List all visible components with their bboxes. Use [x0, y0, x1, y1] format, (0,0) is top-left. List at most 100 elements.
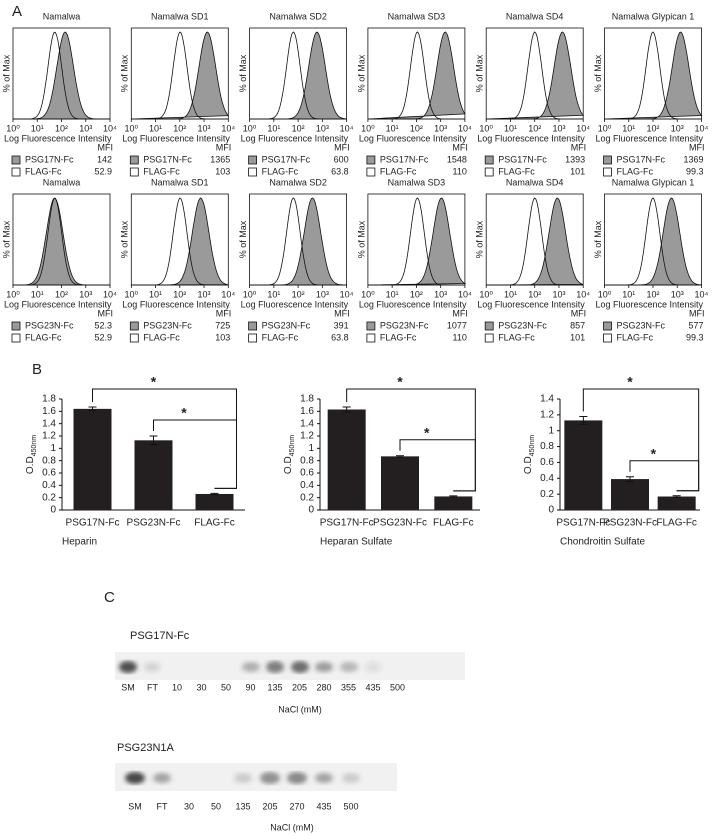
lane-label: 30 [196, 682, 206, 692]
lane-label: 500 [343, 801, 358, 811]
y-tick-label: 0.8 [42, 455, 56, 466]
y-tick-label: 0.2 [300, 492, 314, 503]
legend-swatch [11, 155, 21, 165]
legend-swatch [129, 321, 139, 331]
x-tick-label: 10³ [316, 123, 329, 133]
x-tick-label: 10⁴ [103, 123, 117, 133]
x-tick-label: 10¹ [386, 289, 399, 299]
x-tick-label: 10³ [198, 289, 211, 299]
band [266, 661, 284, 673]
legend-value: 1393 [565, 154, 585, 164]
legend-label: FLAG-Fc [617, 332, 654, 342]
legend-label: PSG17N-Fc [380, 154, 429, 164]
plot-title: Namalwa SD2 [269, 177, 327, 187]
mfi-header: MFI [98, 142, 114, 152]
legend-value: 52.9 [94, 166, 112, 176]
legend-value: 1548 [447, 154, 467, 164]
y-tick-label: 0 [308, 505, 314, 516]
significance-star: * [151, 374, 157, 390]
error-bar [396, 455, 404, 458]
x-axis-label: Heparin [62, 537, 97, 548]
x-tick-label: 10⁰ [243, 123, 257, 133]
legend-value: 63.8 [331, 332, 349, 342]
y-axis-label: % of Max [238, 54, 248, 92]
band [153, 773, 171, 783]
x-tick-label: 10¹ [31, 123, 44, 133]
mfi-header: MFI [334, 308, 350, 318]
legend-value: 103 [215, 166, 230, 176]
x-tick-label: 10² [528, 289, 541, 299]
plot-title: Namalwa Glypican 1 [612, 11, 695, 21]
panel-label: A [12, 3, 22, 20]
x-tick-label: 10⁴ [221, 123, 235, 133]
band [119, 661, 137, 673]
x-axis-label: Log Fluorescence Intensity [477, 299, 585, 309]
bar [134, 440, 173, 510]
lane-label: 435 [365, 682, 380, 692]
bar [73, 408, 112, 510]
x-tick-label: 10⁰ [361, 289, 375, 299]
x-axis-label: Log Fluorescence Intensity [241, 133, 349, 143]
panel-b: 00.20.40.60.811.21.41.61.8O.D450nmPSG17N… [25, 374, 700, 548]
y-tick-label: 1 [308, 443, 314, 454]
y-tick-label: 1 [548, 425, 554, 436]
y-axis-label: % of Max [356, 220, 366, 258]
legend-label: FLAG-Fc [262, 332, 299, 342]
band [260, 772, 280, 784]
legend-swatch [484, 333, 494, 343]
legend-swatch [11, 321, 21, 331]
sample-curve [13, 31, 110, 120]
sample-curve [367, 197, 467, 286]
legend-swatch [248, 321, 258, 331]
plot-title: Namalwa SD2 [269, 11, 327, 21]
x-axis-label: NaCl (mM) [278, 704, 322, 714]
mfi-header: MFI [216, 142, 232, 152]
bar [327, 409, 366, 510]
lane-label: 435 [316, 801, 331, 811]
y-tick-label: 0.8 [540, 441, 554, 452]
legend-value: 142 [97, 154, 112, 164]
significance-bracket [399, 439, 476, 492]
x-axis-label: Heparan Sulfate [320, 537, 393, 548]
legend-label: FLAG-Fc [143, 166, 180, 176]
lane-label: 280 [316, 682, 331, 692]
plot-title: Namalwa [43, 11, 81, 21]
band [144, 662, 160, 672]
x-tick-label: 10² [173, 123, 186, 133]
blot-name: PSG17N-Fc [130, 630, 190, 642]
sample-curve [131, 197, 229, 286]
legend-swatch [248, 155, 258, 165]
x-tick-label: 10³ [79, 123, 92, 133]
legend-swatch [484, 167, 494, 177]
x-tick-label: 10⁰ [124, 289, 138, 299]
x-tick-label: 10¹ [622, 289, 635, 299]
x-tick-label: 10⁰ [124, 123, 138, 133]
legend-value: 391 [334, 320, 349, 330]
x-axis-label: Log Fluorescence Intensity [122, 299, 230, 309]
error-bar [88, 406, 97, 412]
legend-label: FLAG-Fc [25, 166, 62, 176]
y-axis-label: % of Max [356, 54, 366, 92]
y-axis-label-main: O.D [523, 456, 534, 474]
band [342, 773, 360, 783]
panel-label: C [104, 589, 115, 606]
sample-curve [367, 31, 466, 120]
legend-label: FLAG-Fc [498, 332, 535, 342]
x-tick-label: FLAG-Fc [433, 518, 474, 529]
x-tick-label: PSG17N-Fc [556, 518, 610, 529]
band [291, 661, 309, 673]
plot-title: Namalwa SD3 [388, 11, 446, 21]
legend-value: 99.3 [686, 166, 704, 176]
x-tick-label: 10³ [198, 123, 211, 133]
x-tick-label: 10³ [316, 289, 329, 299]
y-tick-label: 1.8 [42, 394, 56, 405]
legend-value: 1369 [683, 154, 703, 164]
band [125, 772, 145, 784]
error-bar [672, 495, 681, 498]
lane-label: 355 [341, 682, 356, 692]
lane-label: FT [147, 682, 158, 692]
bar [611, 479, 649, 510]
x-tick-label: PSG23N-Fc [603, 518, 657, 529]
gel-strip [115, 652, 465, 680]
legend-label: FLAG-Fc [380, 166, 417, 176]
